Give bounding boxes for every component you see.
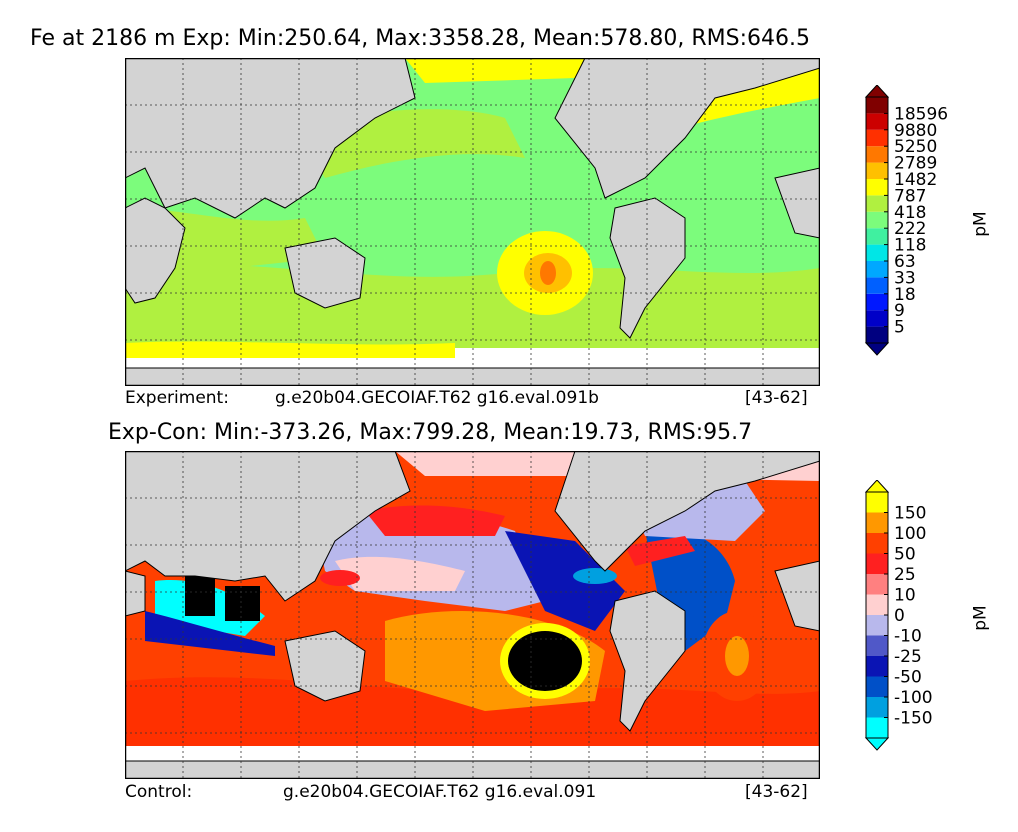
map2-colorbar-segment [866, 717, 888, 738]
map2-colorbar-tick-label: -100 [894, 688, 933, 708]
map1-unit: pM [970, 211, 991, 237]
map1-colorbar-tick-label: 118 [894, 236, 926, 256]
map2-colorbar-tick-label: 10 [894, 586, 916, 606]
map2-colorbar-segment [866, 615, 888, 636]
map2-north-pacific-blue [505, 531, 625, 631]
map1-colorbar-segment [866, 129, 888, 147]
map2-north-america [554, 451, 820, 572]
map1-colorbar-segment [866, 97, 888, 114]
map1-grid [125, 58, 820, 386]
map2-colorbar-tick-label: -10 [894, 627, 922, 647]
map2-colorbar-arrow-max [864, 480, 890, 493]
map1-caption-case: g.e20b04.GECOIAF.T62 g16.eval.091b [275, 388, 599, 408]
map1-eurasia [125, 58, 416, 219]
map2-colorbar-segment [866, 492, 888, 513]
map1-south-america [609, 197, 686, 339]
map2-colorbar-tick-label: 100 [894, 524, 926, 544]
map1-colorbar-tick-label: 5 [894, 318, 905, 338]
map2-colorbar-segment [866, 512, 888, 533]
map2-colorbar-tick-label: -25 [894, 647, 922, 667]
map1-caption-years: [43-62] [745, 388, 808, 408]
map1-colorbar-segment [866, 293, 888, 311]
map2-colorbar-tick-label: 150 [894, 504, 926, 524]
map1-colorbar-tick-label: 5250 [894, 137, 937, 157]
map1-colorbar-segment [866, 228, 888, 245]
map1-pacific-peak [540, 261, 556, 285]
map1-colorbar-tick-label: 787 [894, 186, 926, 206]
map1-colorbar-segment [866, 211, 888, 229]
map1-colorbar-frame [865, 96, 889, 344]
map2-colorbar-segment [866, 656, 888, 677]
map2-indian-blue [145, 611, 275, 656]
map2-north-pacific-pink [335, 556, 465, 591]
map1-colorbar-tick-label: 418 [894, 203, 926, 223]
map2-colorbar-segment [866, 594, 888, 615]
map2-colorbar-arrow-min [864, 737, 890, 751]
map1-plot [125, 58, 820, 386]
map2-unit: pM [970, 605, 991, 631]
map1-colorbar-tick-label: 2789 [894, 154, 937, 174]
map2-south-america [609, 590, 686, 732]
map2-sp-black [508, 631, 582, 691]
map2-colorbar-segment [866, 635, 888, 656]
map2-np-red-top [365, 505, 505, 536]
map2-eurasia [125, 451, 411, 602]
map1-southern-yellow [125, 341, 455, 358]
map2-np-red-patch [320, 570, 360, 586]
map1-colorbar-segment [866, 326, 888, 343]
map2-grid [125, 451, 820, 779]
map2-colorbar-tick-label: -50 [894, 668, 922, 688]
map2-colorbar-segment [866, 553, 888, 574]
map2-africa [125, 570, 146, 617]
map1-colorbar-segment [866, 195, 888, 212]
map1-colorbar-tick-label: 33 [894, 268, 916, 288]
map1-colorbar-tick-label: 9 [894, 301, 905, 321]
map1-colorbar-segment [866, 113, 888, 130]
map1-colorbar-arrow-max [864, 85, 890, 98]
map2-colorbar-tick-label: 25 [894, 565, 916, 585]
map2-title: Exp-Con: Min:-373.26, Max:799.28, Mean:1… [108, 420, 753, 445]
map2-south-atlantic-core [725, 636, 749, 676]
map1-colorbar-tick-label: 18 [894, 285, 916, 305]
map2-indian-black-1 [185, 576, 215, 616]
map2-colorbar-segment [866, 676, 888, 697]
map1-colorbar-tick-label: 222 [894, 219, 926, 239]
map1-colorbar-arrow-min [864, 342, 890, 356]
map1-colorbar-segment [866, 244, 888, 261]
map1-antarctica [125, 367, 820, 386]
map1-colorbar-segment [866, 179, 888, 196]
map1-colorbar-tick-label: 9880 [894, 121, 937, 141]
map1-colorbar-segment [866, 277, 888, 294]
map1-north-america [554, 58, 820, 199]
map2-caption-years: [43-62] [745, 782, 808, 802]
map2-colorbar-tick-label: -150 [894, 709, 933, 729]
map1-colorbar-tick-label: 1482 [894, 170, 937, 190]
map2-colorbar-segment [866, 697, 888, 718]
map1-africa-east [774, 167, 820, 239]
map2-colorbar-segment [866, 574, 888, 595]
map1-colorbar: 5918336311822241878714822789525098801859… [864, 85, 948, 356]
map1-colorbar-tick-label: 18596 [894, 104, 948, 124]
map2-africa-east [774, 560, 820, 632]
map1-colorbar-segment [866, 146, 888, 163]
map1-colorbar-segment [866, 310, 888, 327]
map2-colorbar-segment [866, 533, 888, 554]
map1-colorbar-segment [866, 261, 888, 278]
map1-title: Fe at 2186 m Exp: Min:250.64, Max:3358.2… [30, 26, 810, 51]
map2-antarctica [125, 760, 820, 779]
map1-colorbar-segment [866, 162, 888, 179]
map2-caption-label: Control: [125, 782, 193, 802]
map2-plot [125, 451, 820, 779]
map2-indian-black-2 [225, 586, 260, 621]
map1-colorbar-tick-label: 63 [894, 252, 916, 272]
map2-atlantic-cyan [573, 568, 617, 584]
map2-colorbar-tick-label: 50 [894, 545, 916, 565]
map2-caption-case: g.e20b04.GECOIAF.T62 g16.eval.091 [283, 782, 597, 802]
map1-africa [125, 197, 186, 304]
map2-colorbar-tick-label: 0 [894, 606, 905, 626]
map1-caption-label: Experiment: [125, 388, 229, 408]
map2-atlantic-red-band [625, 536, 695, 566]
map1-arctic-yellow [405, 58, 585, 83]
